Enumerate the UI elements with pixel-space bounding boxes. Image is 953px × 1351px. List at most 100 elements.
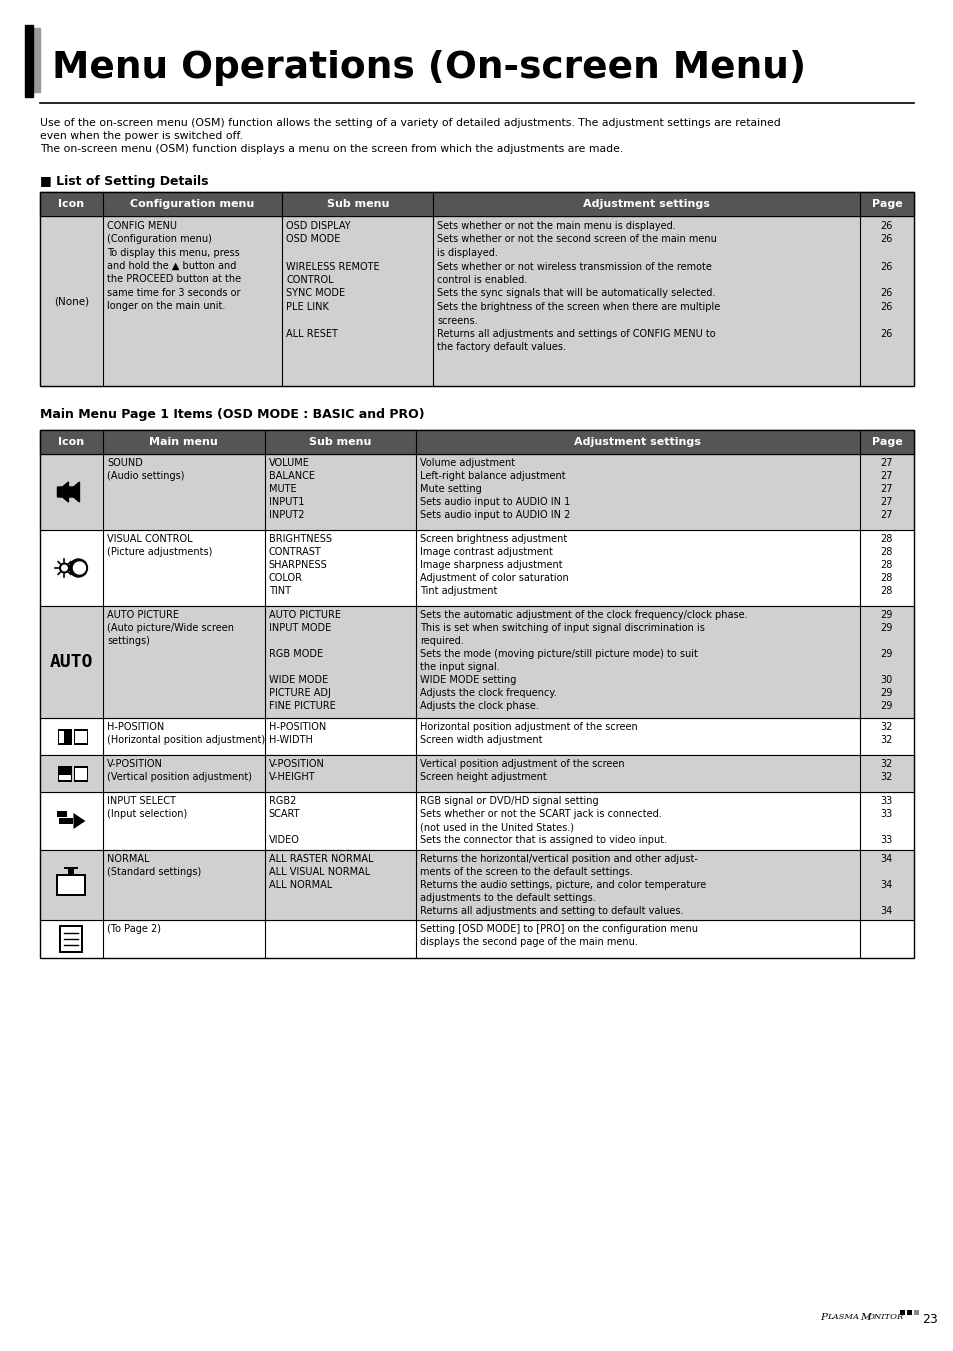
Text: 32: 32 — [880, 759, 892, 769]
Circle shape — [70, 559, 88, 577]
Bar — [59, 774, 71, 780]
Text: ALL RESET: ALL RESET — [286, 330, 337, 339]
Bar — [40, 216, 913, 386]
Text: 26: 26 — [880, 262, 892, 272]
Text: PICTURE ADJ: PICTURE ADJ — [269, 688, 330, 698]
Text: 34: 34 — [880, 880, 892, 890]
Text: Page: Page — [871, 199, 902, 209]
Text: Screen height adjustment: Screen height adjustment — [419, 771, 546, 782]
Text: Page: Page — [871, 436, 902, 447]
Bar — [40, 192, 913, 386]
Text: 29: 29 — [880, 648, 892, 659]
Text: BRIGHTNESS: BRIGHTNESS — [269, 534, 332, 544]
Text: Main Menu Page 1 Items (OSD MODE : BASIC and PRO): Main Menu Page 1 Items (OSD MODE : BASIC… — [40, 408, 424, 422]
Text: Tint adjustment: Tint adjustment — [419, 586, 497, 596]
Bar — [913, 1310, 918, 1315]
Text: 27: 27 — [880, 509, 892, 520]
Text: RGB signal or DVD/HD signal setting: RGB signal or DVD/HD signal setting — [419, 796, 598, 807]
Bar — [61, 927, 81, 951]
Text: 33: 33 — [880, 809, 892, 819]
Text: Sets whether or not the main menu is displayed.: Sets whether or not the main menu is dis… — [436, 222, 676, 231]
Text: the input signal.: the input signal. — [419, 662, 499, 671]
Text: WIDE MODE: WIDE MODE — [269, 676, 328, 685]
Bar — [40, 192, 913, 216]
Bar — [75, 731, 88, 743]
Text: AUTO PICTURE
(Auto picture/Wide screen
settings): AUTO PICTURE (Auto picture/Wide screen s… — [107, 611, 233, 646]
Text: AUTO: AUTO — [50, 653, 93, 671]
Text: Configuration menu: Configuration menu — [131, 199, 254, 209]
Text: H-POSITION: H-POSITION — [269, 721, 326, 732]
Text: 34: 34 — [880, 907, 892, 916]
Text: (not used in the United States.): (not used in the United States.) — [419, 821, 573, 832]
Bar — [59, 731, 65, 743]
Bar — [59, 817, 73, 824]
Bar — [56, 874, 87, 896]
Circle shape — [73, 562, 86, 574]
Text: 28: 28 — [880, 534, 892, 544]
Text: CONFIG MENU
(Configuration menu)
To display this menu, press
and hold the ▲ butt: CONFIG MENU (Configuration menu) To disp… — [107, 222, 241, 311]
Text: H-POSITION
(Horizontal position adjustment): H-POSITION (Horizontal position adjustme… — [107, 721, 265, 746]
Bar — [25, 26, 33, 97]
Text: Image contrast adjustment: Image contrast adjustment — [419, 547, 552, 557]
Text: COLOR: COLOR — [269, 573, 302, 584]
Polygon shape — [69, 482, 79, 503]
Text: 29: 29 — [880, 688, 892, 698]
Text: RGB MODE: RGB MODE — [269, 648, 322, 659]
Text: WIRELESS REMOTE: WIRELESS REMOTE — [286, 262, 379, 272]
Text: screens.: screens. — [436, 316, 477, 326]
Text: 26: 26 — [880, 303, 892, 312]
Text: 34: 34 — [880, 854, 892, 865]
Text: 33: 33 — [880, 796, 892, 807]
Bar — [40, 430, 913, 454]
Bar — [40, 850, 913, 920]
Text: VIDEO: VIDEO — [269, 835, 299, 844]
Text: WIDE MODE setting: WIDE MODE setting — [419, 676, 516, 685]
Text: adjustments to the default settings.: adjustments to the default settings. — [419, 893, 595, 902]
Text: 27: 27 — [880, 497, 892, 507]
Text: 28: 28 — [880, 573, 892, 584]
Text: (To Page 2): (To Page 2) — [107, 924, 161, 934]
Bar — [73, 566, 79, 570]
Text: 29: 29 — [880, 611, 892, 620]
Text: Use of the on-screen menu (OSM) function allows the setting of a variety of deta: Use of the on-screen menu (OSM) function… — [40, 118, 780, 128]
Text: FINE PICTURE: FINE PICTURE — [269, 701, 335, 711]
Text: Sets the sync signals that will be automatically selected.: Sets the sync signals that will be autom… — [436, 289, 715, 299]
Text: Sets the automatic adjustment of the clock frequency/clock phase.: Sets the automatic adjustment of the clo… — [419, 611, 746, 620]
Text: Volume adjustment: Volume adjustment — [419, 458, 515, 467]
Text: V-POSITION
(Vertical position adjustment): V-POSITION (Vertical position adjustment… — [107, 759, 252, 782]
Text: 33: 33 — [880, 835, 892, 844]
Text: 29: 29 — [880, 701, 892, 711]
Text: 27: 27 — [880, 458, 892, 467]
Text: Setting [OSD MODE] to [PRO] on the configuration menu: Setting [OSD MODE] to [PRO] on the confi… — [419, 924, 697, 934]
Text: Sets the connector that is assigned to video input.: Sets the connector that is assigned to v… — [419, 835, 666, 844]
Bar — [74, 728, 89, 744]
Text: Horizontal position adjustment of the screen: Horizontal position adjustment of the sc… — [419, 721, 637, 732]
Text: Sets whether or not the second screen of the main menu: Sets whether or not the second screen of… — [436, 235, 717, 245]
Text: is displayed.: is displayed. — [436, 249, 497, 258]
Bar — [58, 766, 72, 781]
Text: SHARPNESS: SHARPNESS — [269, 561, 327, 570]
Text: Sub menu: Sub menu — [309, 436, 371, 447]
Bar — [40, 755, 913, 792]
Text: 26: 26 — [880, 235, 892, 245]
Bar — [65, 867, 78, 869]
Text: 27: 27 — [880, 484, 892, 494]
Text: ALL NORMAL: ALL NORMAL — [269, 880, 332, 890]
Bar — [75, 767, 88, 780]
Text: Sets the mode (moving picture/still picture mode) to suit: Sets the mode (moving picture/still pict… — [419, 648, 697, 659]
Text: Returns all adjustments and setting to default values.: Returns all adjustments and setting to d… — [419, 907, 682, 916]
Text: ments of the screen to the default settings.: ments of the screen to the default setti… — [419, 867, 632, 877]
Text: Sub menu: Sub menu — [326, 199, 389, 209]
Bar — [57, 811, 68, 817]
Text: Main menu: Main menu — [150, 436, 218, 447]
Text: Icon: Icon — [58, 199, 85, 209]
Text: ONITOR: ONITOR — [867, 1313, 903, 1321]
Text: Sets audio input to AUDIO IN 2: Sets audio input to AUDIO IN 2 — [419, 509, 570, 520]
Text: 29: 29 — [880, 623, 892, 634]
Text: AUTO PICTURE: AUTO PICTURE — [269, 611, 340, 620]
Text: OSD DISPLAY: OSD DISPLAY — [286, 222, 351, 231]
Text: 26: 26 — [880, 330, 892, 339]
Text: ALL RASTER NORMAL: ALL RASTER NORMAL — [269, 854, 373, 865]
Bar — [33, 28, 40, 92]
Text: Vertical position adjustment of the screen: Vertical position adjustment of the scre… — [419, 759, 624, 769]
